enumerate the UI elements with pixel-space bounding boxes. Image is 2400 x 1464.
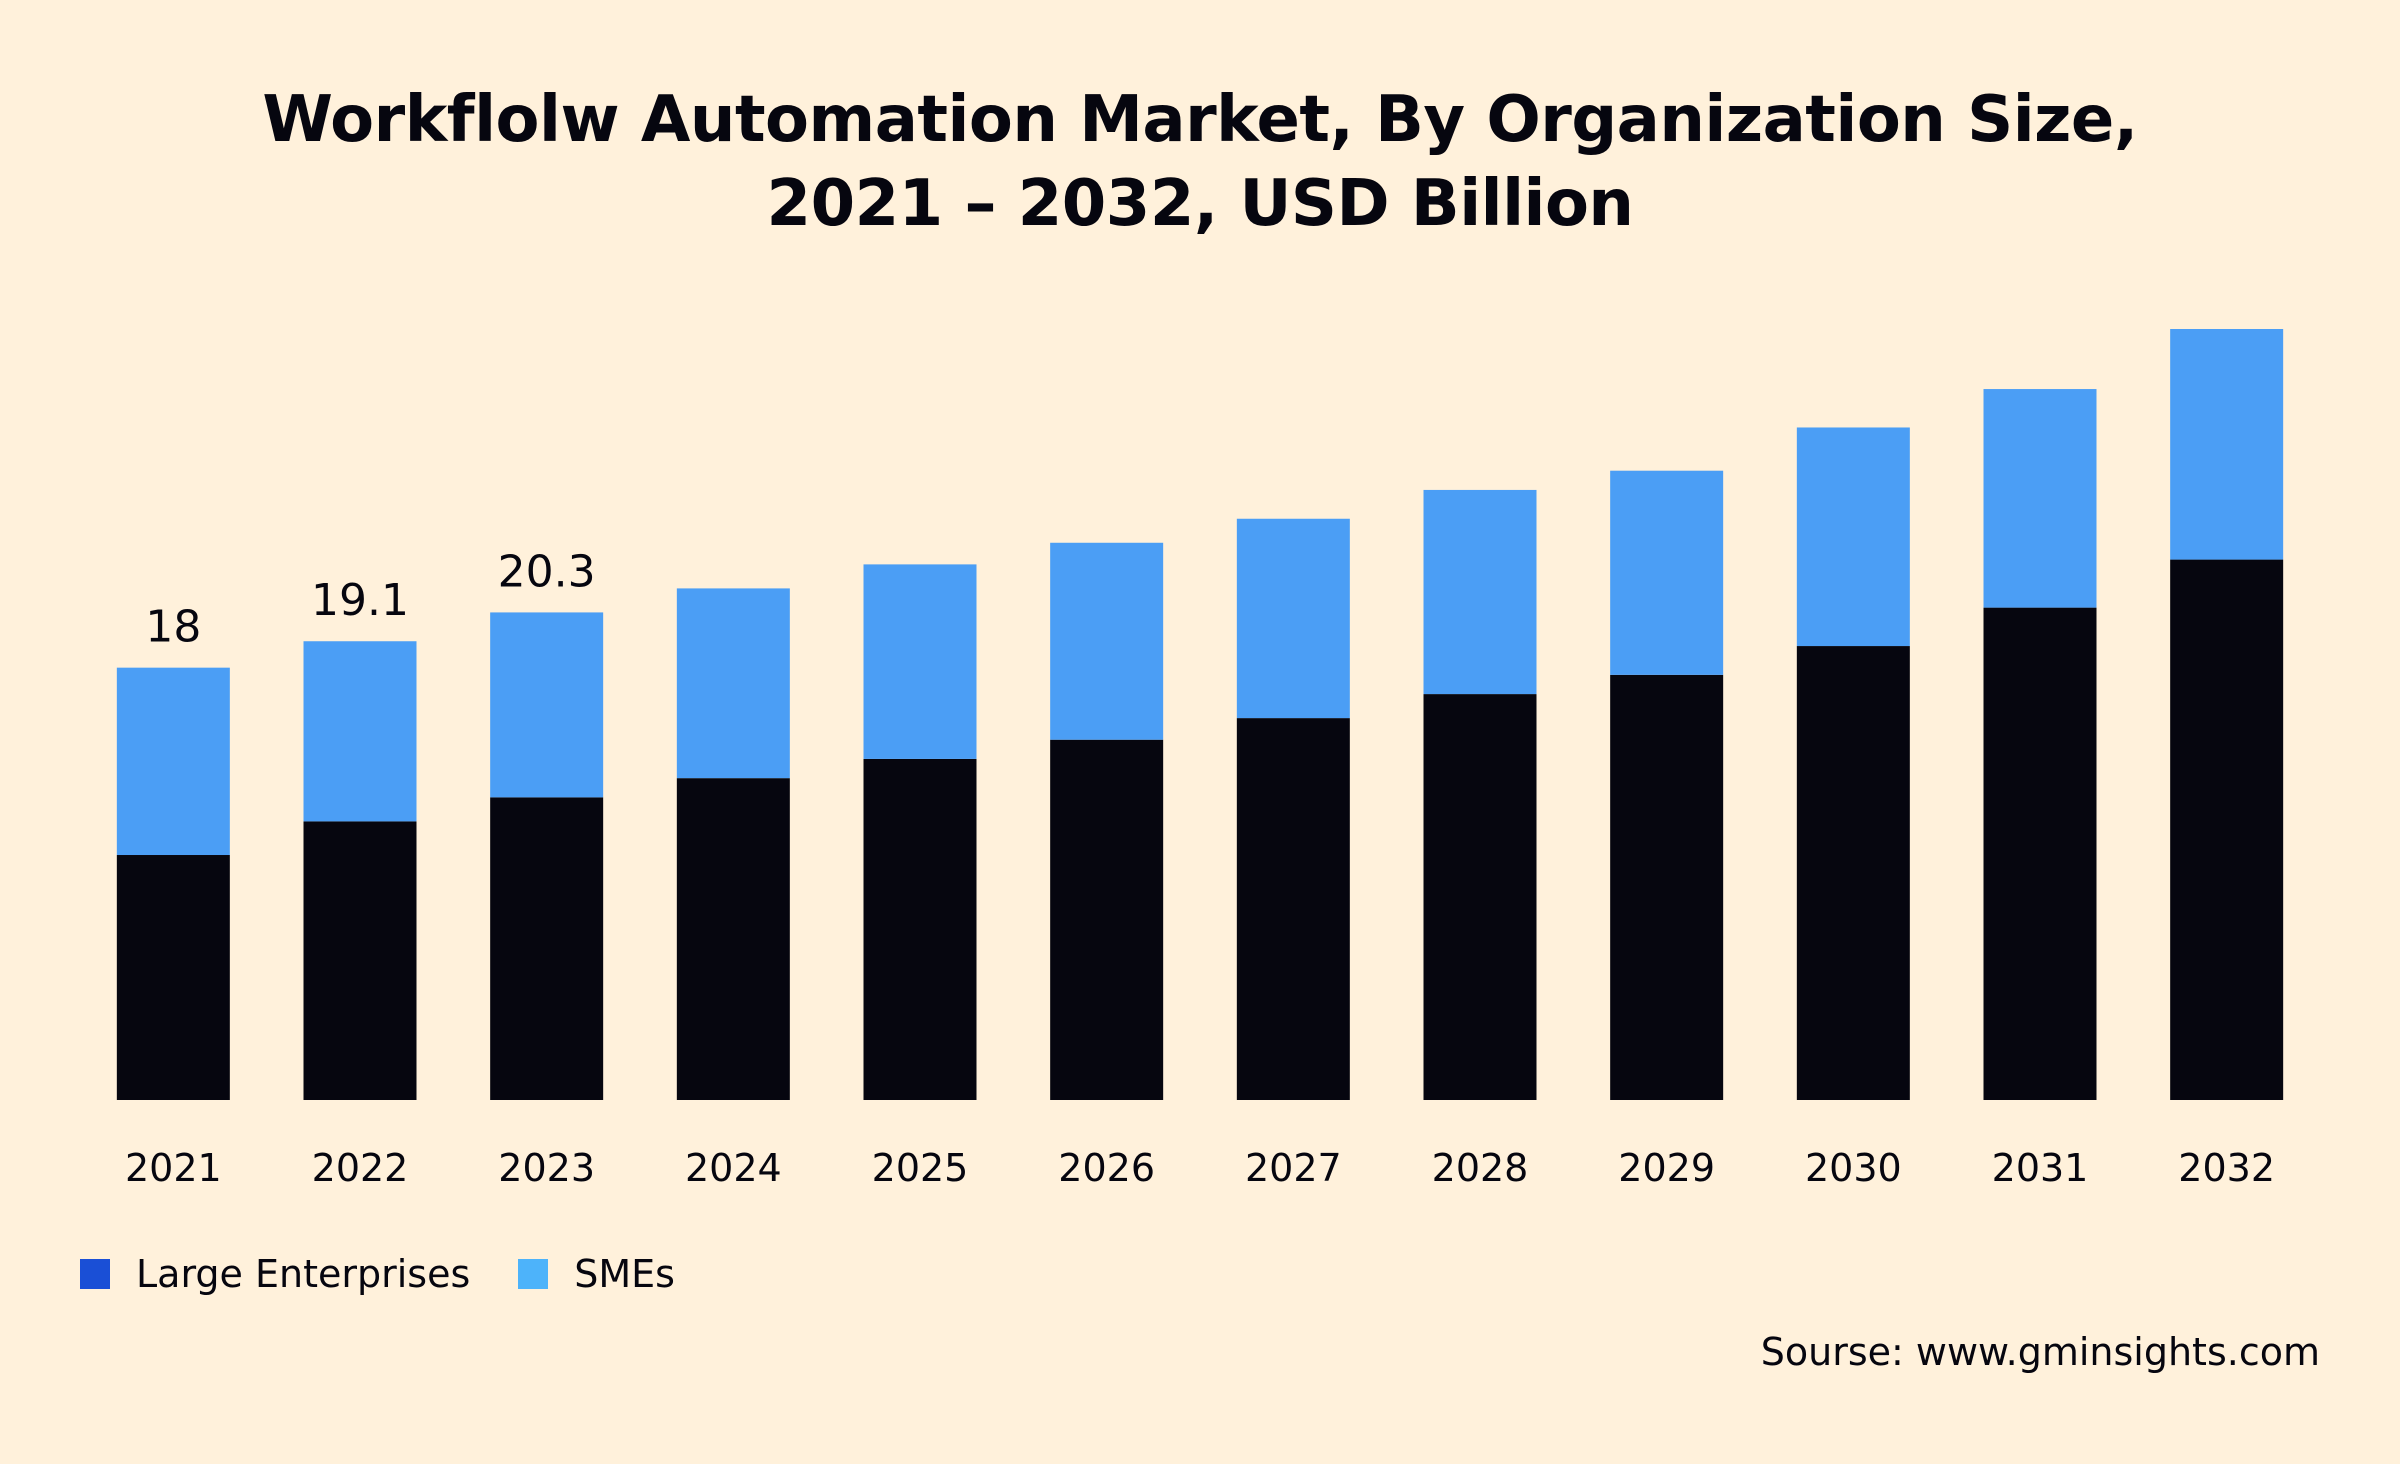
x-tick-label-2032: 2032 <box>2178 1146 2275 1190</box>
bar-smes-2025 <box>863 564 977 759</box>
x-tick-label-2030: 2030 <box>1805 1146 1902 1190</box>
data-label-2022: 19.1 <box>311 575 409 626</box>
legend-swatch-large-enterprises <box>80 1259 110 1289</box>
bar-smes-2030 <box>1796 427 1910 647</box>
x-tick-label-2021: 2021 <box>125 1146 222 1190</box>
bar-large-enterprises-2021 <box>116 855 230 1100</box>
x-tick-label-2028: 2028 <box>1432 1146 1529 1190</box>
bar-smes-2024 <box>676 588 790 779</box>
bar-smes-2028 <box>1423 489 1537 695</box>
legend-swatch-smes <box>518 1259 549 1289</box>
bar-large-enterprises-2024 <box>676 778 790 1100</box>
data-label-2021: 18 <box>145 602 201 653</box>
legend-item-smes: SMEs <box>518 1252 675 1296</box>
x-tick-label-2024: 2024 <box>685 1146 782 1190</box>
bar-smes-2021 <box>116 667 230 856</box>
bar-smes-2023 <box>490 612 604 798</box>
bar-smes-2026 <box>1050 542 1164 740</box>
x-tick-label-2022: 2022 <box>312 1146 409 1190</box>
bar-large-enterprises-2027 <box>1236 718 1350 1100</box>
bar-smes-2027 <box>1236 518 1350 719</box>
x-tick-label-2023: 2023 <box>498 1146 595 1190</box>
data-label-2023: 20.3 <box>498 546 596 597</box>
bar-large-enterprises-2031 <box>1983 607 2097 1100</box>
bar-large-enterprises-2032 <box>2170 559 2284 1100</box>
bar-smes-2031 <box>1983 389 2097 608</box>
bar-large-enterprises-2028 <box>1423 694 1537 1100</box>
x-tick-label-2025: 2025 <box>872 1146 969 1190</box>
source-note: Sourse: www.gminsights.com <box>1760 1330 2320 1374</box>
bar-large-enterprises-2026 <box>1050 739 1164 1100</box>
bar-large-enterprises-2029 <box>1610 674 1724 1100</box>
x-tick-label-2031: 2031 <box>1992 1146 2089 1190</box>
bar-smes-2029 <box>1610 470 1724 675</box>
x-tick-label-2027: 2027 <box>1245 1146 1342 1190</box>
bar-large-enterprises-2025 <box>863 758 977 1100</box>
bar-large-enterprises-2023 <box>490 797 604 1100</box>
x-tick-label-2029: 2029 <box>1618 1146 1715 1190</box>
bar-smes-2032 <box>2170 329 2284 560</box>
chart-title-line-2: 2021 – 2032, USD Billion <box>766 167 1634 241</box>
legend: Large Enterprises SMEs <box>80 1252 723 1296</box>
chart-title: Workflolw Automation Market, By Organiza… <box>0 78 2400 246</box>
bar-large-enterprises-2030 <box>1796 646 1910 1100</box>
legend-item-large-enterprises: Large Enterprises <box>80 1252 470 1296</box>
x-tick-label-2026: 2026 <box>1058 1146 1155 1190</box>
bar-smes-2022 <box>303 641 417 822</box>
legend-label-smes: SMEs <box>574 1252 675 1296</box>
bar-large-enterprises-2022 <box>303 821 417 1100</box>
chart-title-line-1: Workflolw Automation Market, By Organiza… <box>262 83 2138 157</box>
legend-label-large-enterprises: Large Enterprises <box>136 1252 471 1296</box>
